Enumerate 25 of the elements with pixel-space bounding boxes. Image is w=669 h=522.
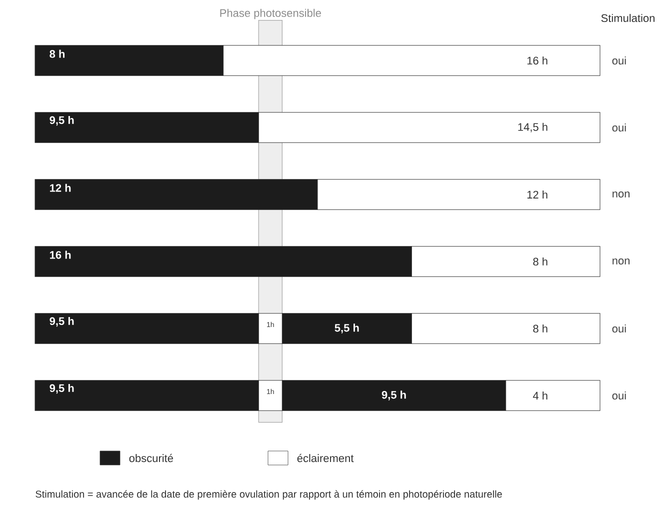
data-label: 8 h (533, 257, 548, 266)
y-tick-label: non (612, 258, 630, 265)
data-label: 14,5 h (518, 122, 548, 132)
data-label: 16 h (527, 56, 548, 65)
band-label: Phase photosensible (220, 8, 321, 20)
data-label: 8 h (50, 50, 65, 58)
data-label: 12 h (50, 184, 71, 192)
data-label: 9,5 h (382, 390, 406, 400)
data-label: 5,5 h (334, 324, 359, 334)
y-tick-label: oui (612, 56, 626, 65)
data-label: 4 h (532, 392, 548, 400)
y-tick-label: oui (612, 324, 626, 333)
y-tick-label: oui (612, 391, 626, 400)
data-label: 8 h (533, 324, 548, 333)
legend-label: obscurité (129, 454, 174, 462)
data-label: 12 h (527, 190, 548, 198)
data-label: 9,5 h (50, 316, 74, 327)
legend-label: éclairement (297, 454, 354, 462)
text: Stimulation (601, 14, 654, 22)
y-tick-label: oui (612, 123, 626, 132)
y-tick-label: non (612, 191, 630, 198)
data-label: 16 h (50, 250, 71, 259)
data-label: 9,5 h (50, 116, 74, 126)
data-label: 9,5 h (50, 384, 74, 394)
text: Stimulation = avancée de la date de première ovulation par rapport à un témoin en photopériode naturelle (36, 490, 502, 500)
